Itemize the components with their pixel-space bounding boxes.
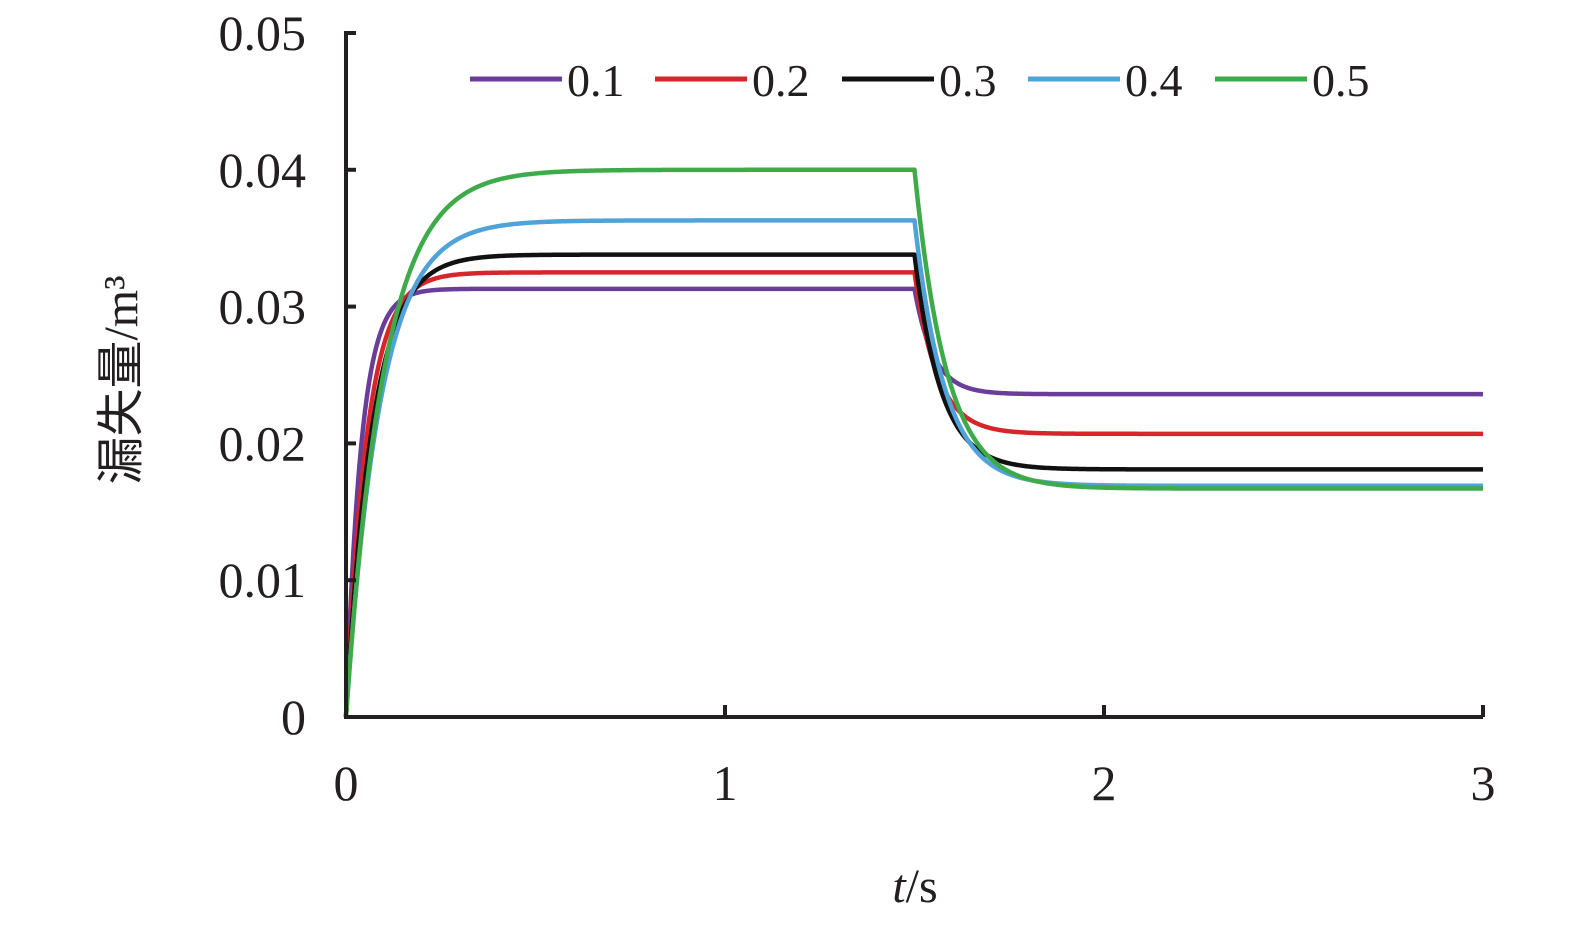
y-tick-label: 0: [281, 689, 306, 745]
y-tick-label: 0.05: [219, 5, 307, 61]
legend-label: 0.2: [752, 55, 810, 106]
x-axis-title-var: t: [892, 860, 907, 913]
x-tick-label: 1: [713, 755, 738, 811]
legend-label: 0.4: [1125, 55, 1183, 106]
series-layer: [343, 167, 1484, 718]
series-line-0.2: [343, 270, 1484, 718]
series-line-0.4: [343, 218, 1484, 718]
ticks-layer: 0 0.01 0.02 0.03 0.04 0.05 0 1 2 3: [219, 5, 1496, 811]
x-tick-label: 3: [1471, 755, 1496, 811]
y-axis-title: 漏失量/m³: [95, 275, 148, 484]
series-line-0.5: [343, 167, 1484, 718]
legend-label: 0.1: [567, 55, 625, 106]
series-line-0.3: [343, 252, 1484, 718]
series-line-0.1: [343, 286, 1484, 718]
y-tick-label: 0.03: [219, 279, 307, 335]
x-tick-label: 0: [334, 755, 359, 811]
y-tick-label: 0.01: [219, 552, 307, 608]
y-tick-label: 0.04: [219, 142, 307, 198]
axes-layer: [344, 31, 1483, 719]
x-axis-title: t/s: [892, 860, 937, 913]
legend-label: 0.5: [1312, 55, 1370, 106]
legend-label: 0.3: [939, 55, 997, 106]
x-axis-title-unit: /s: [906, 860, 938, 913]
x-tick-label: 2: [1092, 755, 1117, 811]
y-tick-label: 0.02: [219, 415, 307, 471]
legend: 0.1 0.2 0.3 0.4 0.5: [470, 55, 1370, 106]
